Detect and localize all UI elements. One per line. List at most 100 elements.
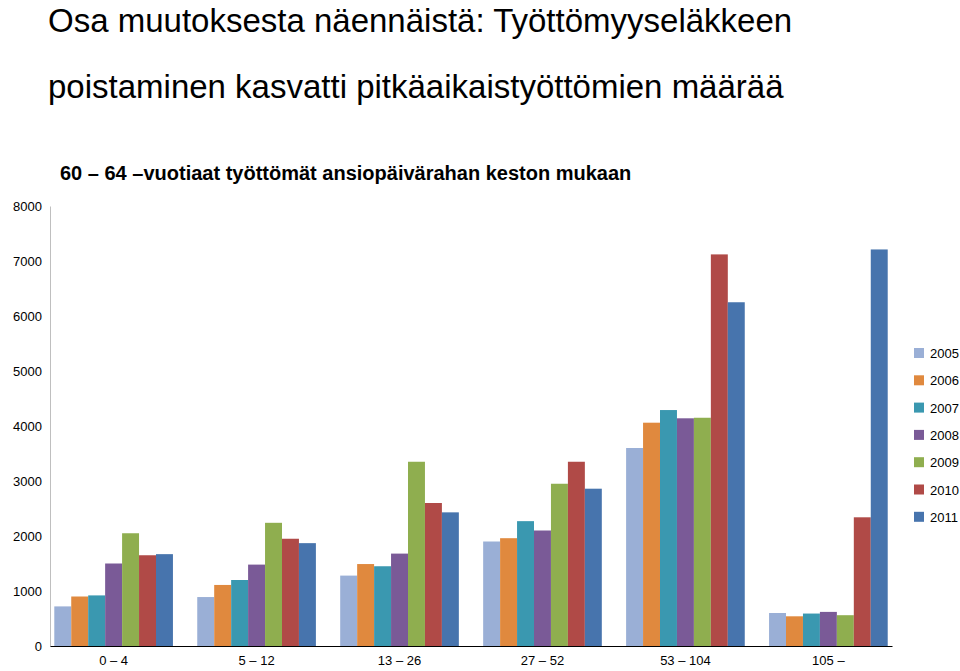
- bar: [88, 595, 105, 646]
- y-tick: 0: [35, 639, 50, 654]
- y-axis-line: [50, 207, 51, 647]
- bar: [299, 543, 316, 646]
- y-axis: 0 1000 2000 3000 4000 5000 6000 7000 8000: [13, 199, 50, 654]
- y-tick-label: 4000: [13, 419, 42, 434]
- y-tick-label: 3000: [13, 474, 42, 489]
- bar: [837, 615, 854, 646]
- x-tick-label: 53 – 104: [660, 653, 711, 668]
- bar: [517, 521, 534, 646]
- y-tick-label: 1000: [13, 584, 42, 599]
- legend-item: 2009: [914, 455, 959, 470]
- title: poistaminen kasvatti pitkäaikaistyöttömi…: [48, 68, 784, 105]
- bar: [769, 613, 786, 646]
- bar: [105, 564, 122, 647]
- x-axis: 0 – 4 5 – 12 13 – 26 27 – 52 53 – 104 105 –: [51, 646, 893, 668]
- subtitle: 60 – 64 –vuotiaat työttömät ansiopäivära…: [60, 162, 631, 184]
- y-tick-label: 6000: [13, 309, 42, 324]
- x-tick-label: 0 – 4: [99, 653, 128, 668]
- bar: [728, 302, 745, 646]
- bar: [248, 565, 265, 646]
- legend-swatch: [914, 485, 924, 495]
- y-tick-label: 7000: [13, 254, 42, 269]
- bar: [643, 423, 660, 646]
- bar: [139, 555, 156, 646]
- x-tick: 0 – 4: [99, 646, 128, 668]
- x-tick-label: 105 –: [812, 653, 845, 668]
- legend-label: 2005: [930, 346, 959, 361]
- legend-swatch: [914, 348, 924, 358]
- x-tick: 105 –: [812, 646, 845, 668]
- bar-series: [88, 410, 820, 646]
- bar: [500, 538, 517, 646]
- bar: [214, 585, 231, 646]
- x-tick: 13 – 26: [378, 646, 421, 668]
- x-tick-label: 13 – 26: [378, 653, 421, 668]
- bar: [442, 512, 459, 646]
- y-tick: 2000: [13, 529, 50, 544]
- bar: [786, 616, 803, 646]
- bar: [694, 418, 711, 646]
- legend-swatch: [914, 457, 924, 467]
- title: Osa muutoksesta näennäistä: Työttömyysel…: [48, 2, 792, 39]
- x-axis-line: [51, 646, 893, 647]
- bar: [71, 597, 88, 647]
- bar: [357, 564, 374, 646]
- y-tick-label: 0: [35, 639, 42, 654]
- y-tick-label: 8000: [13, 199, 42, 214]
- bar: [425, 503, 442, 646]
- bar: [660, 410, 677, 646]
- y-tick: 4000: [13, 419, 50, 434]
- legend-label: 2011: [930, 510, 958, 525]
- y-tick: 8000: [13, 199, 50, 214]
- bar: [568, 462, 585, 646]
- bar: [122, 533, 139, 646]
- y-tick-label: 5000: [13, 364, 42, 379]
- bar: [820, 612, 837, 646]
- legend-item: 2008: [914, 428, 959, 443]
- bar: [585, 489, 602, 646]
- legend-label: 2008: [930, 428, 959, 443]
- bar: [408, 462, 425, 646]
- legend-item: 2007: [914, 401, 959, 416]
- bar: [711, 254, 728, 646]
- x-tick: 53 – 104: [660, 646, 711, 668]
- legend-label: 2009: [930, 455, 959, 470]
- bar: [871, 249, 888, 646]
- bar: [677, 418, 694, 646]
- y-tick: 7000: [13, 254, 50, 269]
- y-tick: 3000: [13, 474, 50, 489]
- legend-swatch: [914, 430, 924, 440]
- legend-item: 2010: [914, 483, 959, 498]
- legend-label: 2007: [930, 401, 959, 416]
- bar: [231, 580, 248, 646]
- legend-swatch: [914, 375, 924, 385]
- bar: [156, 554, 173, 646]
- bar: [54, 606, 71, 646]
- legend-item: 2011: [914, 510, 958, 525]
- legend-label: 2006: [930, 373, 959, 388]
- bar: [391, 554, 408, 646]
- bar: [551, 484, 568, 646]
- legend-swatch: [914, 403, 924, 413]
- x-tick-label: 27 – 52: [521, 653, 564, 668]
- bar-series: [156, 249, 888, 646]
- legend-swatch: [914, 512, 924, 522]
- bar: [265, 523, 282, 646]
- bar: [374, 566, 391, 646]
- bar: [803, 614, 820, 646]
- bar: [340, 576, 357, 646]
- x-tick: 27 – 52: [521, 646, 564, 668]
- legend: 2005 2006 2007 2008 2009 2010 2011: [914, 346, 959, 525]
- x-tick: 5 – 12: [238, 646, 274, 668]
- x-tick-label: 5 – 12: [238, 653, 274, 668]
- bar: [197, 597, 214, 646]
- legend-item: 2006: [914, 373, 959, 388]
- bar: [534, 531, 551, 647]
- chart: Osa muutoksesta näennäistä: Työttömyysel…: [0, 0, 960, 671]
- legend-item: 2005: [914, 346, 959, 361]
- y-tick-label: 2000: [13, 529, 42, 544]
- bar: [854, 517, 871, 646]
- bar: [626, 448, 643, 646]
- y-tick: 1000: [13, 584, 50, 599]
- y-tick: 6000: [13, 309, 50, 324]
